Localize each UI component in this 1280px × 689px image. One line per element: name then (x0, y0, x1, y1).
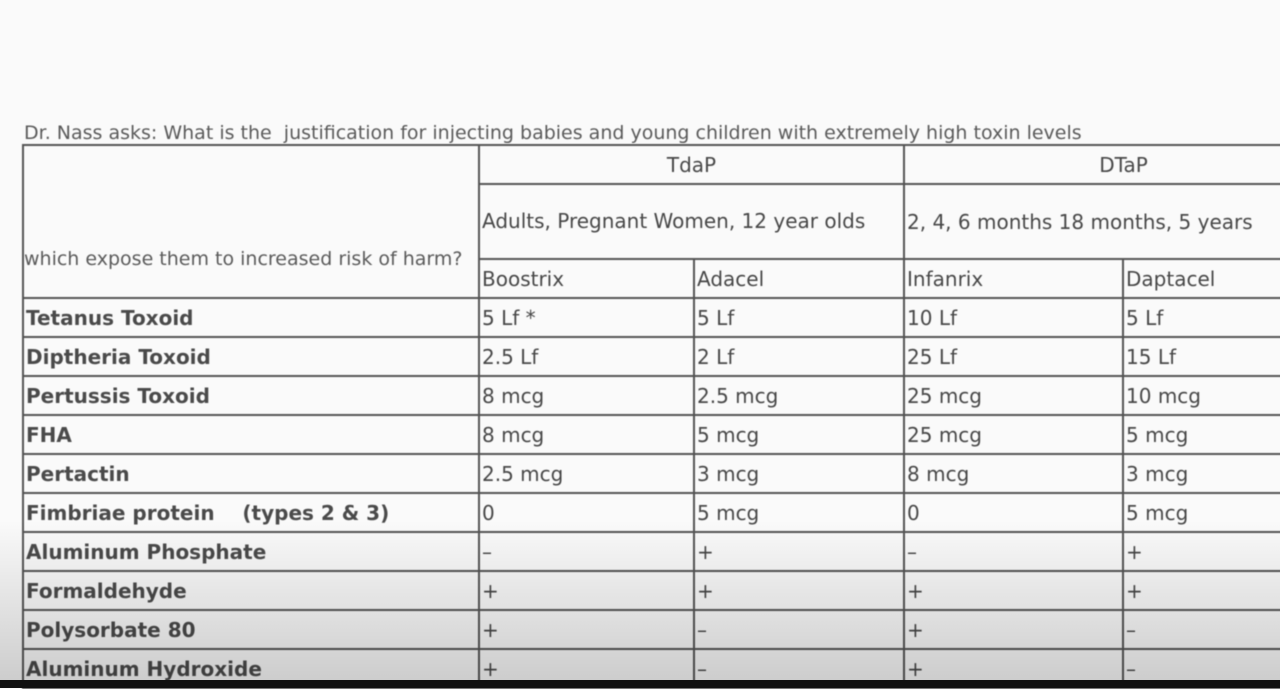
cell: 5 Lf (692, 297, 906, 338)
row-label: Tetanus Toxoid (22, 297, 480, 338)
cell: 5 mcg (1122, 492, 1280, 533)
table-row: FHA 8 mcg 5 mcg 25 mcg 5 mcg (22, 414, 1280, 455)
video-bar (0, 680, 1280, 688)
cell: 25 mcg (903, 375, 1125, 416)
cell: 25 Lf (903, 336, 1125, 377)
table-row: Fimbriae protein (types 2 & 3) 0 5 mcg 0 5 m… (22, 492, 1280, 533)
intro-line: Dr. Nass asks: What is the justification… (24, 122, 1082, 144)
cell: 8 mcg (478, 375, 695, 416)
audience-header: Adults, Pregnant Women, 12 year olds (477, 183, 906, 260)
cell: 25 mcg (903, 414, 1125, 455)
table-row: Diptheria Toxoid 2.5 Lf 2 Lf 25 Lf 15 Lf (22, 336, 1280, 377)
cell: + (1122, 531, 1280, 572)
row-label: Aluminum Phosphate (22, 531, 480, 572)
table-row: Formaldehyde + + + + (22, 570, 1280, 611)
cell: 2 Lf (692, 336, 906, 377)
cell: 2.5 Lf (478, 336, 695, 377)
corner-cell (22, 144, 480, 299)
cell: + (692, 531, 906, 572)
row-label: Pertactin (22, 453, 480, 494)
table-row: Tetanus Toxoid 5 Lf * 5 Lf 10 Lf 5 Lf (22, 297, 1280, 338)
cell: + (1122, 570, 1280, 611)
cell: 5 Lf (1122, 297, 1280, 338)
cell: – (692, 609, 906, 650)
table-row: Pertussis Toxoid 8 mcg 2.5 mcg 25 mcg 10 mcg (22, 375, 1280, 416)
audience-header: 2, 4, 6 months 18 months, 5 years (903, 183, 1280, 260)
cell: – (903, 531, 1125, 572)
row-label: Diptheria Toxoid (22, 336, 480, 377)
cell: 5 mcg (1122, 414, 1280, 455)
cell: 5 mcg (692, 492, 906, 533)
row-label: Formaldehyde (22, 570, 480, 611)
cell: 5 mcg (692, 414, 906, 455)
table-row: Adults, Pregnant Women, 12 year olds 2, 4… (23, 183, 1280, 260)
product-header: Adacel (692, 258, 906, 299)
group-header: TdaP (477, 144, 906, 185)
cell: + (478, 570, 695, 611)
cell: 0 (903, 492, 1125, 533)
cell: 8 mcg (903, 453, 1125, 494)
cell: 3 mcg (1122, 453, 1280, 494)
row-label: Polysorbate 80 (22, 609, 480, 650)
cell: 10 mcg (1122, 375, 1280, 416)
cell: 5 Lf * (478, 297, 695, 338)
row-label: FHA (22, 414, 480, 455)
cell: – (478, 531, 695, 572)
cell: + (478, 609, 695, 650)
cell: 0 (478, 492, 695, 533)
table-row: Polysorbate 80 + – + – (22, 609, 1280, 650)
cell: – (1122, 609, 1280, 650)
table-row: Boostrix Adacel Infanrix Daptacel (23, 258, 1280, 299)
row-label: Pertussis Toxoid (22, 375, 480, 416)
cell: + (903, 570, 1125, 611)
cell: 10 Lf (903, 297, 1125, 338)
product-header: Infanrix (903, 258, 1125, 299)
cell: 15 Lf (1122, 336, 1280, 377)
group-header: DTaP (903, 144, 1280, 185)
cell: 2.5 mcg (478, 453, 695, 494)
product-header: Boostrix (478, 258, 695, 299)
table-row: Aluminum Phosphate – + – + (22, 531, 1280, 572)
cell: + (903, 609, 1125, 650)
cell: 8 mcg (478, 414, 695, 455)
table-row: Pertactin 2.5 mcg 3 mcg 8 mcg 3 mcg (22, 453, 1280, 494)
product-header: Daptacel (1122, 258, 1280, 299)
row-label: Fimbriae protein (types 2 & 3) (22, 492, 480, 533)
vaccine-table: TdaP DTaP Adults, Pregnant Women, 12 year … (22, 144, 1280, 689)
cell: 2.5 mcg (692, 375, 906, 416)
table-row: TdaP DTaP (22, 144, 1280, 299)
cell: 3 mcg (692, 453, 906, 494)
cell: + (692, 570, 906, 611)
